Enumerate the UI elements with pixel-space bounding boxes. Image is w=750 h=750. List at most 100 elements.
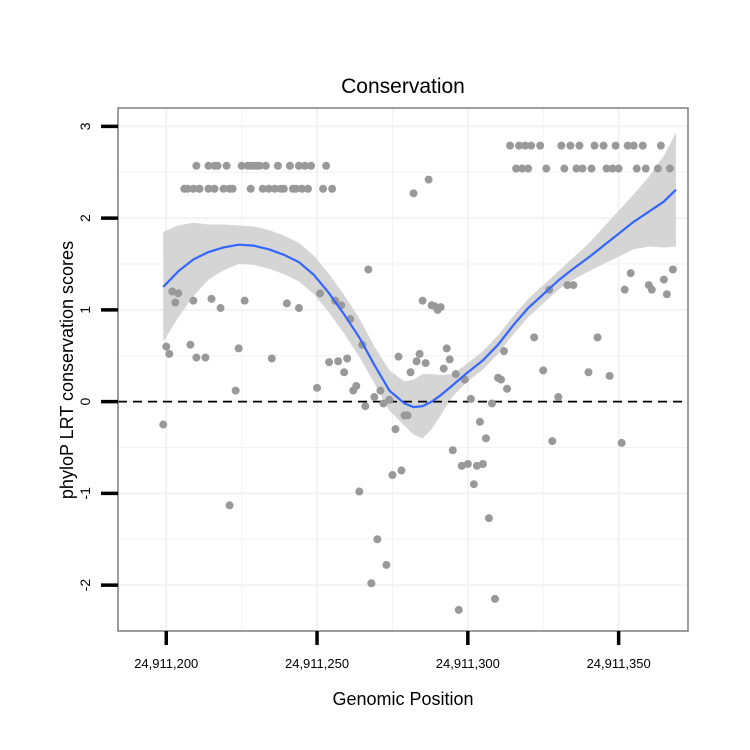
x-tick-label: 24,911,300	[436, 656, 500, 671]
data-point	[475, 417, 484, 426]
data-point	[659, 275, 668, 284]
x-axis-ticks: 24,911,200 24,911,250 24,911,300 24,911,350	[134, 631, 651, 671]
data-point	[343, 354, 352, 363]
data-point	[469, 480, 478, 489]
data-point	[234, 344, 243, 353]
data-point	[436, 303, 445, 312]
y-tick-label: 1	[77, 306, 93, 314]
data-point	[418, 296, 427, 305]
data-point	[189, 184, 198, 193]
data-point	[478, 460, 487, 469]
data-point	[487, 399, 496, 408]
data-point	[653, 164, 662, 173]
data-point	[668, 265, 677, 274]
data-point	[222, 161, 231, 170]
data-point	[282, 299, 291, 308]
data-point	[261, 161, 270, 170]
data-point	[466, 394, 475, 403]
data-point	[548, 437, 557, 446]
data-point	[409, 189, 418, 198]
data-point	[361, 402, 370, 411]
data-point	[445, 355, 454, 364]
data-point	[379, 399, 388, 408]
data-point	[530, 333, 539, 342]
data-point	[457, 461, 466, 470]
data-point	[285, 161, 294, 170]
data-point	[503, 384, 512, 393]
data-point	[602, 164, 611, 173]
x-axis-title: Genomic Position	[332, 689, 473, 709]
data-point	[246, 184, 255, 193]
data-point	[439, 364, 448, 373]
y-axis-title: phyloP LRT conservation scores	[57, 241, 77, 499]
data-point	[542, 164, 551, 173]
data-point	[264, 184, 273, 193]
data-point	[376, 386, 385, 395]
data-point	[216, 304, 225, 313]
data-point	[370, 393, 379, 402]
plot-panel-border	[117, 107, 689, 632]
data-point	[572, 164, 581, 173]
data-point	[463, 460, 472, 469]
y-tick-label: -1	[77, 487, 93, 500]
data-point	[183, 184, 192, 193]
data-point	[168, 287, 177, 296]
data-point	[620, 285, 629, 294]
data-point	[512, 164, 521, 173]
data-point	[352, 382, 361, 391]
data-point	[599, 141, 608, 150]
y-axis-ticks: -2 -1 0 1 2 3	[77, 122, 118, 591]
data-point	[578, 164, 587, 173]
data-point	[524, 164, 533, 173]
data-point	[575, 141, 584, 150]
data-point	[518, 164, 527, 173]
data-point	[382, 560, 391, 569]
x-tick-label: 24,911,200	[134, 656, 198, 671]
data-point	[174, 289, 183, 298]
confidence-ribbon	[163, 132, 676, 439]
data-point	[201, 353, 210, 362]
data-point	[611, 141, 620, 150]
data-point	[367, 579, 376, 588]
data-point	[397, 466, 406, 475]
data-point	[325, 358, 334, 367]
data-point	[515, 141, 524, 150]
data-point	[451, 370, 460, 379]
data-point	[563, 281, 572, 290]
data-point	[665, 164, 674, 173]
data-point	[313, 383, 322, 392]
data-point	[569, 281, 578, 290]
data-point	[237, 161, 246, 170]
data-point	[225, 501, 234, 510]
data-point	[385, 395, 394, 404]
data-point	[632, 164, 641, 173]
data-points	[159, 141, 677, 614]
y-tick-label: 2	[77, 214, 93, 222]
data-point	[647, 285, 656, 294]
data-point	[527, 141, 536, 150]
data-point	[334, 357, 343, 366]
data-point	[415, 349, 424, 358]
data-point	[442, 344, 451, 353]
data-point	[307, 161, 316, 170]
data-point	[521, 141, 530, 150]
data-point	[506, 141, 515, 150]
data-point	[614, 164, 623, 173]
data-point	[279, 184, 288, 193]
data-point	[412, 357, 421, 366]
data-point	[231, 386, 240, 395]
data-point	[424, 175, 433, 184]
data-point	[605, 371, 614, 380]
data-point	[587, 164, 596, 173]
data-point	[304, 184, 312, 193]
data-point	[159, 420, 168, 429]
data-point	[626, 269, 635, 278]
x-tick-label: 24,911,350	[587, 656, 651, 671]
data-point	[608, 164, 617, 173]
data-point	[500, 347, 509, 356]
data-point	[584, 368, 593, 377]
data-point	[557, 141, 566, 150]
data-point	[566, 141, 575, 150]
data-point	[364, 265, 373, 274]
confidence-ribbon-layer	[163, 132, 676, 439]
